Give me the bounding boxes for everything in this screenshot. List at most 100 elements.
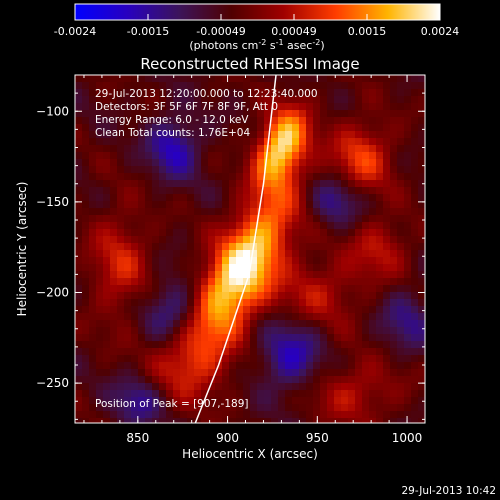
heatmap-cell (341, 96, 349, 104)
heatmap-cell (236, 194, 244, 202)
heatmap-cell (180, 334, 188, 342)
heatmap-cell (390, 110, 398, 118)
info-energy-range: Energy Range: 6.0 - 12.0 keV (95, 114, 249, 126)
heatmap-cell (166, 397, 174, 405)
heatmap-cell (89, 264, 97, 272)
heatmap-cell (390, 334, 398, 342)
heatmap-cell (124, 250, 132, 258)
heatmap-cell (173, 236, 181, 244)
heatmap-cell (89, 390, 97, 398)
heatmap-cell (166, 187, 174, 195)
heatmap-cell (341, 75, 349, 83)
heatmap-cell (117, 124, 125, 132)
heatmap-cell (117, 75, 125, 83)
heatmap-cell (152, 215, 160, 223)
heatmap-cell (320, 180, 328, 188)
heatmap-cell (208, 75, 216, 83)
heatmap-cell (334, 103, 342, 111)
heatmap-cell (362, 131, 370, 139)
heatmap-cell (222, 229, 230, 237)
heatmap-cell (341, 362, 349, 370)
heatmap-cell (411, 110, 419, 118)
heatmap-cell (257, 362, 265, 370)
heatmap-cell (390, 96, 398, 104)
heatmap-cell (208, 152, 216, 160)
heatmap-cell (264, 124, 272, 132)
heatmap-cell (292, 299, 300, 307)
heatmap-cell (306, 299, 314, 307)
heatmap-cell (418, 292, 425, 300)
heatmap-cell (166, 138, 174, 146)
heatmap-cell (341, 327, 349, 335)
heatmap-cell (397, 411, 405, 419)
heatmap-cell (313, 159, 321, 167)
heatmap-cell (89, 89, 97, 97)
heatmap-cell (418, 341, 425, 349)
heatmap-cell (243, 82, 251, 90)
heatmap-cell (327, 299, 335, 307)
heatmap-cell (404, 201, 412, 209)
heatmap-cell (306, 250, 314, 258)
heatmap-cell (334, 187, 342, 195)
heatmap-cell (243, 397, 251, 405)
heatmap-cell (201, 313, 209, 321)
heatmap-cell (152, 131, 160, 139)
heatmap-cell (89, 194, 97, 202)
heatmap-cell (82, 124, 90, 132)
heatmap-cell (152, 89, 160, 97)
heatmap-cell (124, 411, 132, 419)
heatmap-cell (327, 348, 335, 356)
heatmap-cell (299, 173, 307, 181)
heatmap-cell (173, 320, 181, 328)
heatmap-cell (390, 173, 398, 181)
heatmap-cell (264, 250, 272, 258)
heatmap-cell (103, 159, 111, 167)
heatmap-cell (390, 348, 398, 356)
heatmap-cell (369, 96, 377, 104)
heatmap-cell (250, 257, 258, 265)
heatmap-cell (236, 348, 244, 356)
heatmap-cell (418, 208, 425, 216)
heatmap-cell (117, 418, 125, 423)
heatmap-cell (411, 166, 419, 174)
heatmap-cell (376, 159, 384, 167)
heatmap-cell (418, 278, 425, 286)
heatmap-cell (229, 271, 237, 279)
heatmap-cell (320, 243, 328, 251)
heatmap-cell (166, 250, 174, 258)
heatmap-cell (96, 383, 104, 391)
heatmap-cell (124, 173, 132, 181)
heatmap-cell (82, 348, 90, 356)
heatmap-cell (348, 236, 356, 244)
heatmap-cell (271, 271, 279, 279)
heatmap-cell (327, 404, 335, 412)
heatmap-cell (313, 397, 321, 405)
heatmap-cell (369, 355, 377, 363)
heatmap-cell (376, 278, 384, 286)
heatmap-cell (187, 334, 195, 342)
heatmap-cell (145, 257, 153, 265)
heatmap-cell (390, 222, 398, 230)
heatmap-cell (89, 313, 97, 321)
heatmap-cell (75, 124, 83, 132)
heatmap-cell (369, 187, 377, 195)
heatmap-cell (299, 103, 307, 111)
heatmap-cell (166, 418, 174, 423)
heatmap-cell (362, 194, 370, 202)
heatmap-cell (376, 390, 384, 398)
heatmap-cell (250, 152, 258, 160)
heatmap-cell (124, 271, 132, 279)
heatmap-cell (250, 411, 258, 419)
heatmap-cell (187, 355, 195, 363)
heatmap-cell (166, 152, 174, 160)
heatmap-cell (383, 103, 391, 111)
heatmap-cell (187, 411, 195, 419)
heatmap-cell (278, 271, 286, 279)
heatmap-cell (96, 404, 104, 412)
heatmap-cell (159, 299, 167, 307)
heatmap-cell (292, 418, 300, 423)
heatmap-cell (257, 397, 265, 405)
heatmap-cell (264, 411, 272, 419)
heatmap-cell (194, 152, 202, 160)
heatmap-cell (236, 166, 244, 174)
